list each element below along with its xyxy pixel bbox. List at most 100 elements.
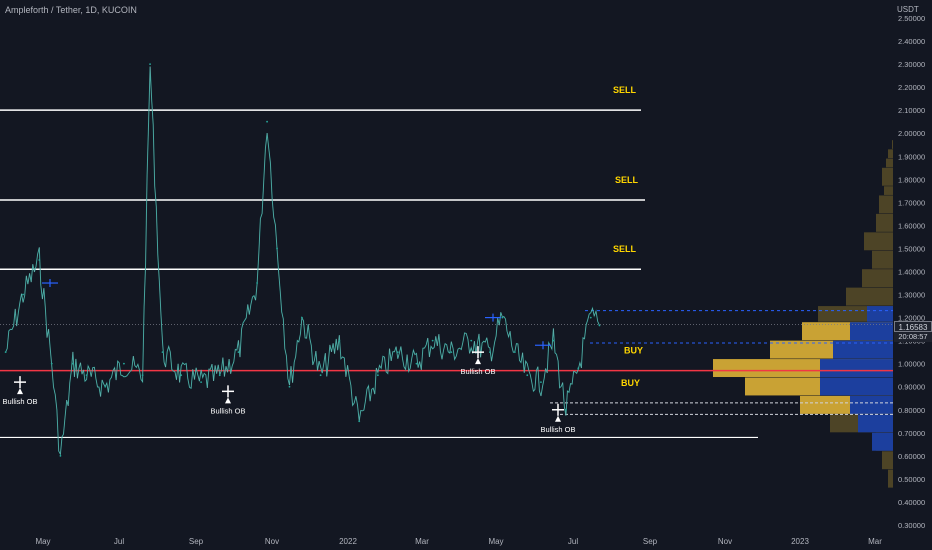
- price-point: [415, 362, 418, 365]
- profile-bar-volume: [820, 359, 893, 378]
- profile-bar-volume: [850, 395, 893, 414]
- profile-bar: [888, 469, 893, 488]
- last-price-tag: 1.16583: [894, 321, 932, 332]
- ob-label: Bullish OB: [210, 406, 245, 415]
- time-tick-label: Nov: [718, 537, 732, 546]
- time-tick-label: Mar: [415, 537, 429, 546]
- price-tick-label: 0.50000: [898, 475, 925, 484]
- level-label: SELL: [613, 244, 637, 254]
- time-tick-label: Jul: [114, 537, 124, 546]
- price-tick-label: 2.50000: [898, 14, 925, 23]
- price-point: [266, 120, 268, 123]
- price-tick-label: 0.80000: [898, 406, 925, 415]
- profile-bar: [888, 149, 893, 159]
- price-point: [50, 362, 53, 365]
- price-tick-label: 0.40000: [898, 498, 925, 507]
- price-line: [5, 66, 600, 457]
- profile-bar-volume: [820, 377, 893, 396]
- time-tick-label: Sep: [189, 537, 204, 546]
- price-point: [276, 247, 278, 250]
- price-point: [526, 374, 529, 377]
- price-series: [4, 63, 601, 457]
- profile-bar-volume: [833, 340, 893, 359]
- price-point: [301, 316, 303, 319]
- price-point: [396, 351, 399, 354]
- price-point: [200, 381, 203, 384]
- level-label: SELL: [615, 175, 639, 185]
- ob-label: Bullish OB: [2, 397, 37, 406]
- price-tick-label: 1.20000: [898, 314, 925, 323]
- price-tick-label: 1.30000: [898, 291, 925, 300]
- price-axis-bg: [893, 0, 932, 550]
- price-point: [489, 351, 491, 354]
- time-tick-label: 2023: [791, 537, 809, 546]
- level-label: BUY: [624, 346, 643, 356]
- price-tick-label: 2.20000: [898, 83, 925, 92]
- time-tick-label: Sep: [643, 537, 658, 546]
- profile-bar: [882, 167, 893, 186]
- price-point: [513, 351, 516, 354]
- price-tick-label: 2.10000: [898, 106, 925, 115]
- time-tick-label: 2022: [339, 537, 357, 546]
- ob-label: Bullish OB: [540, 425, 575, 434]
- price-tick-label: 1.40000: [898, 268, 925, 277]
- price-tick-label: 1.60000: [898, 221, 925, 230]
- price-tick-label: 0.90000: [898, 383, 925, 392]
- profile-bar: [872, 250, 893, 269]
- price-point: [540, 381, 542, 384]
- time-tick-label: Nov: [265, 537, 279, 546]
- price-point: [564, 408, 567, 411]
- price-point: [22, 293, 24, 296]
- ob-label: Bullish OB: [460, 367, 495, 376]
- time-tick-label: May: [35, 537, 50, 546]
- price-point: [431, 339, 434, 342]
- price-point: [104, 385, 107, 388]
- profile-bar: [886, 158, 893, 168]
- price-tick-label: 1.00000: [898, 360, 925, 369]
- profile-bar: [876, 213, 893, 232]
- profile-bar: [892, 140, 893, 149]
- price-point: [237, 351, 240, 354]
- price-tick-label: 0.70000: [898, 429, 925, 438]
- price-line-wicks: [5, 66, 600, 456]
- horizontal-levels: SELL SELL SELL BUY BUY: [0, 85, 893, 439]
- price-tick-label: 2.00000: [898, 129, 925, 138]
- price-point: [85, 374, 88, 377]
- ob-arrow: [225, 397, 231, 404]
- ob-arrow: [17, 388, 23, 395]
- price-tick-label: 0.60000: [898, 452, 925, 461]
- price-tick-label: 1.90000: [898, 152, 925, 161]
- price-point: [376, 374, 379, 377]
- price-point: [338, 339, 341, 342]
- volume-profile: [713, 140, 893, 488]
- time-tick-label: Jul: [568, 537, 578, 546]
- annotations: Bullish OB Bullish OB Bullish OB Bullish OB: [2, 279, 576, 434]
- profile-bar: [864, 232, 893, 251]
- price-point: [577, 367, 580, 370]
- profile-bar-volume: [867, 306, 893, 322]
- chart-title: Ampleforth / Tether, 1D, KUCOIN: [5, 5, 137, 15]
- price-point: [358, 420, 361, 423]
- ob-arrow: [475, 358, 481, 365]
- price-tick-label: 1.50000: [898, 244, 925, 253]
- price-point: [256, 282, 259, 284]
- profile-bar: [884, 186, 893, 195]
- profile-bar-volume: [872, 432, 893, 451]
- price-point: [123, 362, 125, 365]
- price-point: [71, 362, 74, 365]
- time-tick-label: Mar: [868, 537, 882, 546]
- price-tick-label: 1.80000: [898, 175, 925, 184]
- profile-bar: [882, 451, 893, 470]
- price-point: [598, 324, 601, 327]
- price-point: [470, 339, 473, 342]
- price-point: [450, 351, 453, 354]
- price-point: [218, 374, 221, 377]
- profile-bar: [846, 287, 893, 306]
- price-tick-label: 0.30000: [898, 521, 925, 530]
- price-point: [288, 385, 291, 388]
- bar-countdown: 20:08:57: [894, 332, 932, 342]
- profile-bar: [879, 195, 893, 214]
- price-point: [180, 374, 183, 377]
- profile-bar-volume: [858, 414, 893, 433]
